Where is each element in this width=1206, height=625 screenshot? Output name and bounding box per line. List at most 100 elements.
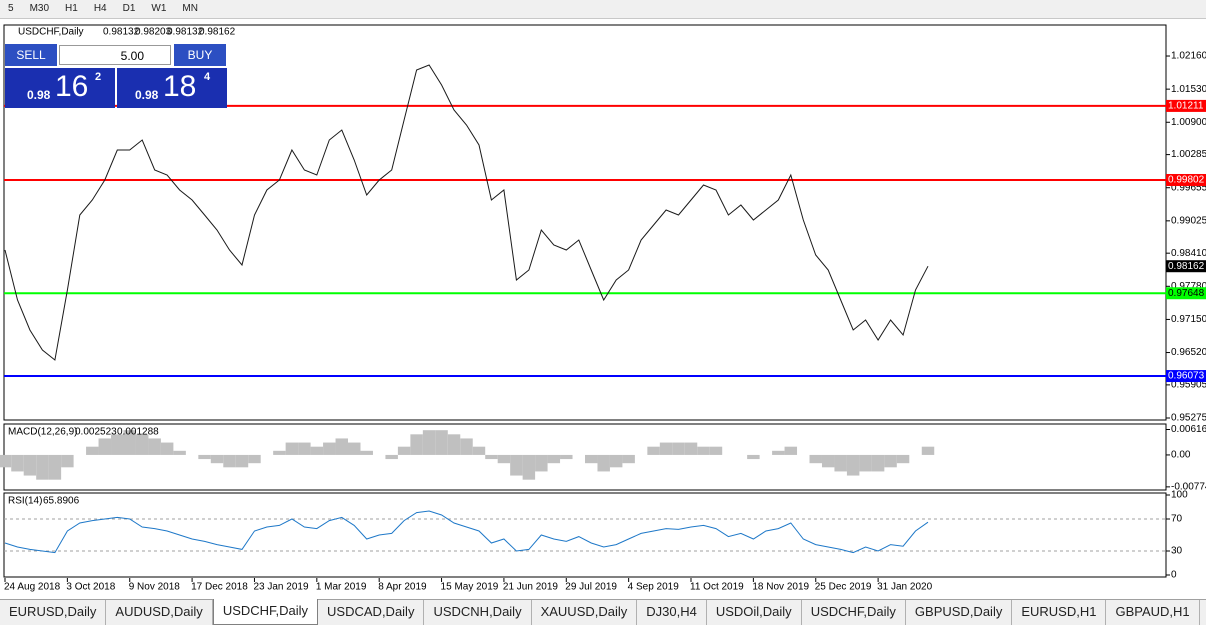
macd-bar <box>135 434 149 455</box>
x-tick-label: 18 Nov 2019 <box>752 582 809 593</box>
macd-bar <box>273 450 286 455</box>
rsi-title: RSI(14) <box>8 496 42 507</box>
sell-price[interactable]: 0.98 16 2 <box>5 68 115 108</box>
macd-bar <box>884 454 897 468</box>
macd-bar <box>310 446 324 455</box>
level-badge <box>1166 173 1206 186</box>
y-tick-label: 1.01530 <box>1171 84 1206 95</box>
macd-bar <box>535 454 548 472</box>
timeframe-button[interactable]: H4 <box>93 3 107 14</box>
x-tick-label: 31 Jan 2020 <box>877 582 932 593</box>
chart-tab[interactable]: USDOil,Daily <box>707 600 802 625</box>
chart-tab[interactable]: USDCAD,Daily <box>318 600 425 625</box>
x-tick-label: 4 Sep 2019 <box>628 582 680 593</box>
macd-bar <box>447 434 461 455</box>
macd-bar <box>323 442 336 455</box>
macd-bar <box>348 442 361 455</box>
chart-symbol: USDCHF,Daily <box>18 27 84 38</box>
macd-bar <box>148 438 161 455</box>
y-tick-label: 0 <box>1171 570 1177 581</box>
macd-bar <box>36 454 49 480</box>
macd-bar <box>846 454 860 476</box>
y-tick-label: 0.99655 <box>1171 182 1206 193</box>
macd-bar <box>497 454 511 464</box>
y-tick-label: 0.97780 <box>1171 281 1206 292</box>
macd-bar <box>697 446 710 455</box>
macd-bar <box>410 434 423 455</box>
chart-tab[interactable]: DJ30,H4 <box>637 600 707 625</box>
y-tick-label: 0.98410 <box>1171 248 1206 259</box>
y-tick-label: 1.02160 <box>1171 51 1206 62</box>
macd-value: 0.001288 <box>117 427 159 438</box>
y-tick-label: 30 <box>1171 546 1183 557</box>
rsi-value: 65.8906 <box>43 496 80 507</box>
macd-bar <box>809 454 822 464</box>
chart-tab[interactable]: USDCNH,Daily <box>424 600 532 625</box>
x-tick-label: 3 Oct 2018 <box>66 582 115 593</box>
level-label: 0.99802 <box>1168 175 1205 186</box>
timeframe-button[interactable]: H1 <box>65 3 78 14</box>
x-tick-label: 25 Dec 2019 <box>815 582 872 593</box>
chart-tab[interactable]: GBPAUD,H1 <box>1106 600 1200 625</box>
timeframe-button[interactable]: MN <box>182 3 198 14</box>
ohlc-value: 0.98132 <box>103 27 140 38</box>
macd-bar <box>472 446 486 455</box>
chart-tab[interactable]: EURUSD,H1 <box>1012 600 1107 625</box>
price-small: 2 <box>95 71 102 83</box>
y-tick-label: 0.95905 <box>1171 380 1206 391</box>
timeframe-button[interactable]: D1 <box>122 3 136 14</box>
y-tick-label: 1.00285 <box>1171 149 1206 160</box>
buy-button[interactable]: BUY <box>174 44 226 66</box>
chart-tab[interactable]: USDCHF,Daily <box>212 599 319 625</box>
macd-bar <box>48 454 62 480</box>
macd-bar <box>547 454 561 464</box>
macd-bar <box>834 454 847 472</box>
macd-bar <box>622 454 635 464</box>
chart-tab[interactable]: XAUUSD,Daily <box>532 600 638 625</box>
x-tick-label: 21 Jun 2019 <box>503 582 558 593</box>
macd-bar <box>485 454 498 460</box>
chart-tabs: EURUSD,Daily AUDUSD,Daily USDCHF,Daily USDC… <box>0 599 1206 625</box>
price-prefix: 0.98 <box>135 88 159 102</box>
macd-bar <box>385 454 398 460</box>
x-tick-label: 23 Jan 2019 <box>253 582 308 593</box>
timeframe-button[interactable]: 5 <box>8 3 14 14</box>
macd-bar <box>609 454 623 468</box>
timeframe-toolbar: 5 M30 H1 H4 D1 W1 MN <box>0 0 1206 19</box>
chart-tab[interactable]: EURUSD,Daily <box>0 600 107 625</box>
macd-bar <box>871 454 885 472</box>
level-label: 1.01211 <box>1168 101 1204 112</box>
macd-bar <box>460 438 473 455</box>
macd-bar <box>560 454 573 460</box>
panel-frame <box>3 492 1167 578</box>
y-tick-label: 0.95275 <box>1171 413 1206 424</box>
macd-bar <box>61 454 74 468</box>
macd-bar <box>709 446 723 455</box>
timeframe-button[interactable]: W1 <box>151 3 167 14</box>
price-prefix: 0.98 <box>27 88 51 102</box>
chart-tab[interactable]: GBPUSD,Daily <box>906 600 1013 625</box>
macd-bar <box>584 454 598 464</box>
macd-bar <box>772 450 785 455</box>
level-badge <box>1166 370 1206 383</box>
y-tick-label: -0.00774 <box>1171 482 1206 493</box>
buy-price[interactable]: 0.98 18 4 <box>117 68 227 108</box>
sell-button[interactable]: SELL <box>5 44 57 66</box>
chart-tab[interactable]: AUDUSD,Daily <box>106 600 213 625</box>
macd-bar <box>659 442 673 455</box>
macd-bar <box>98 438 112 455</box>
y-tick-label: 0.00 <box>1171 450 1191 461</box>
chart-tab[interactable]: USDCHF,Daily <box>802 600 906 625</box>
lots-input[interactable]: 5.00 <box>59 45 171 65</box>
timeframe-button[interactable]: M30 <box>29 3 50 14</box>
price-big: 16 <box>55 70 89 103</box>
macd-bar <box>248 454 261 464</box>
macd-bar <box>672 442 685 455</box>
current-price: 0.98162 <box>1168 261 1205 272</box>
ohlc-value: 0.98162 <box>199 27 236 38</box>
macd-bar <box>821 454 835 468</box>
macd-bar <box>173 450 186 455</box>
macd-bar <box>198 454 211 460</box>
ohlc-value: 0.98132 <box>167 27 204 38</box>
macd-bar <box>435 430 448 455</box>
